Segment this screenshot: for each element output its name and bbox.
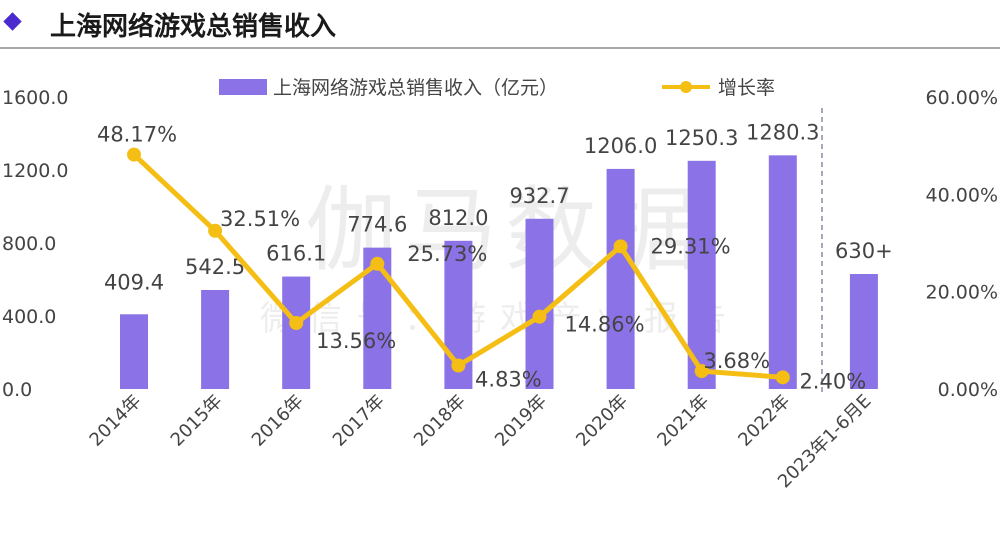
bar-value-label: 630+ — [835, 239, 893, 263]
bar — [282, 276, 311, 389]
bar-value-label: 1250.3 — [665, 126, 738, 150]
left-tick-label: 1600.0 — [2, 87, 68, 109]
growth-point — [127, 147, 141, 162]
bar — [687, 160, 716, 389]
watermark-sub: 微信号：游戏产业报告 — [260, 299, 740, 339]
growth-point — [370, 256, 385, 271]
growth-value-label: 3.68% — [703, 349, 770, 373]
growth-value-label: 25.73% — [407, 242, 487, 266]
bar — [849, 274, 878, 389]
bars: 409.4 542.5 616.1 774.6 812.0 932.7 1206.0 1250… — [104, 120, 893, 389]
growth-point — [532, 309, 547, 324]
bar-value-label: 932.7 — [509, 184, 569, 208]
x-axis-labels: 2014年 2015年 2016年 2017年 2018年 2019年 2020年 2021年… — [86, 391, 876, 493]
growth-value-label: 29.31% — [651, 234, 731, 258]
growth-point — [613, 239, 628, 254]
growth-point — [289, 316, 304, 331]
left-tick-label: 1200.0 — [2, 160, 68, 182]
bar-value-label: 409.4 — [104, 270, 164, 294]
bar-value-label: 1206.0 — [584, 134, 657, 158]
growth-value-label: 32.51% — [220, 207, 300, 231]
left-tick-label: 0.0 — [2, 379, 32, 401]
right-tick-label: 20.00% — [926, 282, 998, 304]
x-tick-label: 2018年 — [410, 391, 470, 451]
legend-bar-swatch — [219, 79, 267, 95]
growth-point — [694, 364, 709, 379]
left-tick-label: 400.0 — [2, 306, 56, 328]
right-axis: 0.00% 20.00% 40.00% 60.00% — [926, 87, 998, 401]
growth-value-label: 4.83% — [475, 367, 542, 391]
growth-point — [775, 370, 790, 385]
bar — [525, 218, 554, 389]
bar — [120, 314, 148, 389]
bar — [606, 168, 635, 389]
legend: 上海网络游戏总销售收入（亿元） 增长率 — [219, 77, 775, 99]
x-tick-label: 2015年 — [167, 391, 227, 451]
x-tick-label: 2019年 — [491, 391, 551, 451]
bar-value-label: 812.0 — [428, 206, 488, 230]
x-tick-label: 2016年 — [248, 391, 308, 451]
right-tick-label: 60.00% — [926, 87, 998, 109]
bar-value-label: 542.5 — [185, 255, 245, 279]
legend-line-marker — [680, 81, 692, 93]
right-tick-label: 0.00% — [938, 379, 998, 401]
growth-point — [451, 358, 466, 373]
title-divider — [0, 47, 1000, 49]
bar-value-label: 616.1 — [266, 242, 326, 266]
legend-bar-label: 上海网络游戏总销售收入（亿元） — [273, 77, 558, 99]
x-tick-label: 2017年 — [329, 391, 389, 451]
bar — [201, 289, 230, 389]
bar-value-label: 774.6 — [347, 213, 407, 237]
x-tick-label: 2021年 — [653, 391, 713, 451]
growth-value-label: 2.40% — [799, 369, 866, 393]
right-tick-label: 40.00% — [926, 184, 998, 206]
growth-value-label: 13.56% — [316, 329, 396, 353]
growth-value-label: 14.86% — [564, 313, 644, 337]
title-row: 上海网络游戏总销售收入 — [0, 0, 1000, 49]
bar-value-label: 1280.3 — [746, 120, 819, 144]
x-tick-label: 2022年 — [734, 391, 794, 451]
growth-point — [208, 223, 223, 238]
left-axis: 0.0 400.0 800.0 1200.0 1600.0 — [2, 87, 68, 401]
legend-line-label: 增长率 — [718, 77, 775, 99]
page-title: 上海网络游戏总销售收入 — [50, 12, 337, 42]
bar — [768, 155, 797, 389]
growth-value-label: 48.17% — [97, 123, 177, 147]
x-tick-label: 2014年 — [86, 391, 146, 451]
left-tick-label: 800.0 — [2, 233, 56, 255]
growth-line: 48.17% 32.51% 13.56% 25.73% 4.83% 14.86% 29.31… — [97, 123, 866, 394]
x-tick-label: 2020年 — [572, 391, 632, 451]
